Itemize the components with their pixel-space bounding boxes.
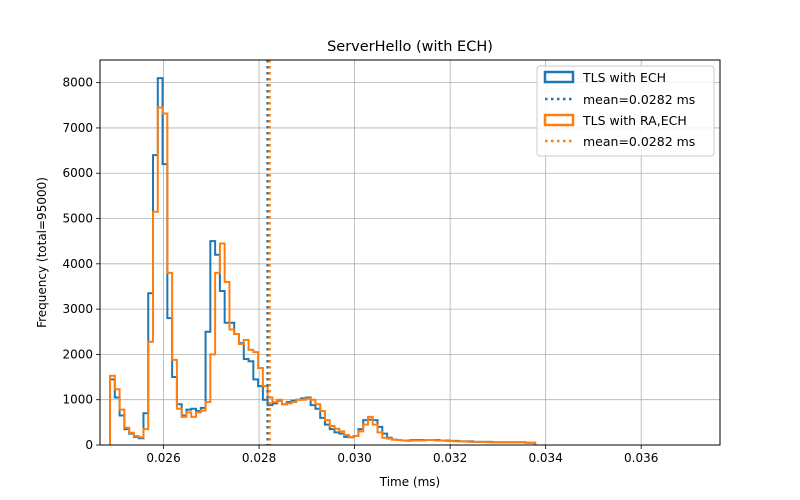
y-tick-label: 3000 (62, 302, 93, 316)
x-tick-label: 0.028 (242, 451, 276, 465)
x-tick-label: 0.036 (624, 451, 658, 465)
legend: TLS with ECH mean=0.0282 ms TLS with RA,… (536, 65, 715, 157)
y-tick-label: 0 (85, 438, 93, 452)
legend-label-mean-tls-with-ech: mean=0.0282 ms (583, 92, 695, 107)
y-tick-label: 1000 (62, 393, 93, 407)
histogram-series-2 (109, 106, 537, 445)
x-tick-label: 0.034 (528, 451, 562, 465)
chart-title: ServerHello (with ECH) (327, 39, 493, 55)
y-tick-label: 8000 (62, 76, 93, 90)
legend-label-tls-with-ech: TLS with ECH (582, 70, 666, 85)
y-tick-label: 6000 (62, 166, 93, 180)
legend-swatch-tls-with-ra-ech (543, 113, 575, 127)
y-tick-label: 2000 (62, 347, 93, 361)
grid-layer (100, 60, 720, 446)
x-tick-label: 0.026 (146, 451, 180, 465)
x-tick-label: 0.030 (337, 451, 371, 465)
x-tick-label: 0.032 (433, 451, 467, 465)
tick-layer: 0.026 0.028 0.030 0.032 0.034 0.036 0 1000 2000 3… (62, 76, 658, 465)
y-tick-label: 7000 (62, 121, 93, 135)
axes-frame (99, 59, 721, 446)
y-axis-title: Frequency (total=95000) (35, 177, 49, 328)
legend-label-mean-tls-with-ra-ech: mean=0.0282 ms (583, 134, 695, 149)
mean-layer (266, 60, 271, 445)
y-tick-label: 5000 (62, 212, 93, 226)
x-axis-title: Time (ms) (379, 475, 441, 489)
legend-swatch-tls-with-ech (543, 70, 575, 84)
legend-box (536, 65, 715, 157)
y-tick-label: 4000 (62, 257, 93, 271)
legend-label-tls-with-ra-ech: TLS with RA,ECH (582, 113, 687, 128)
series-layer (109, 77, 537, 445)
